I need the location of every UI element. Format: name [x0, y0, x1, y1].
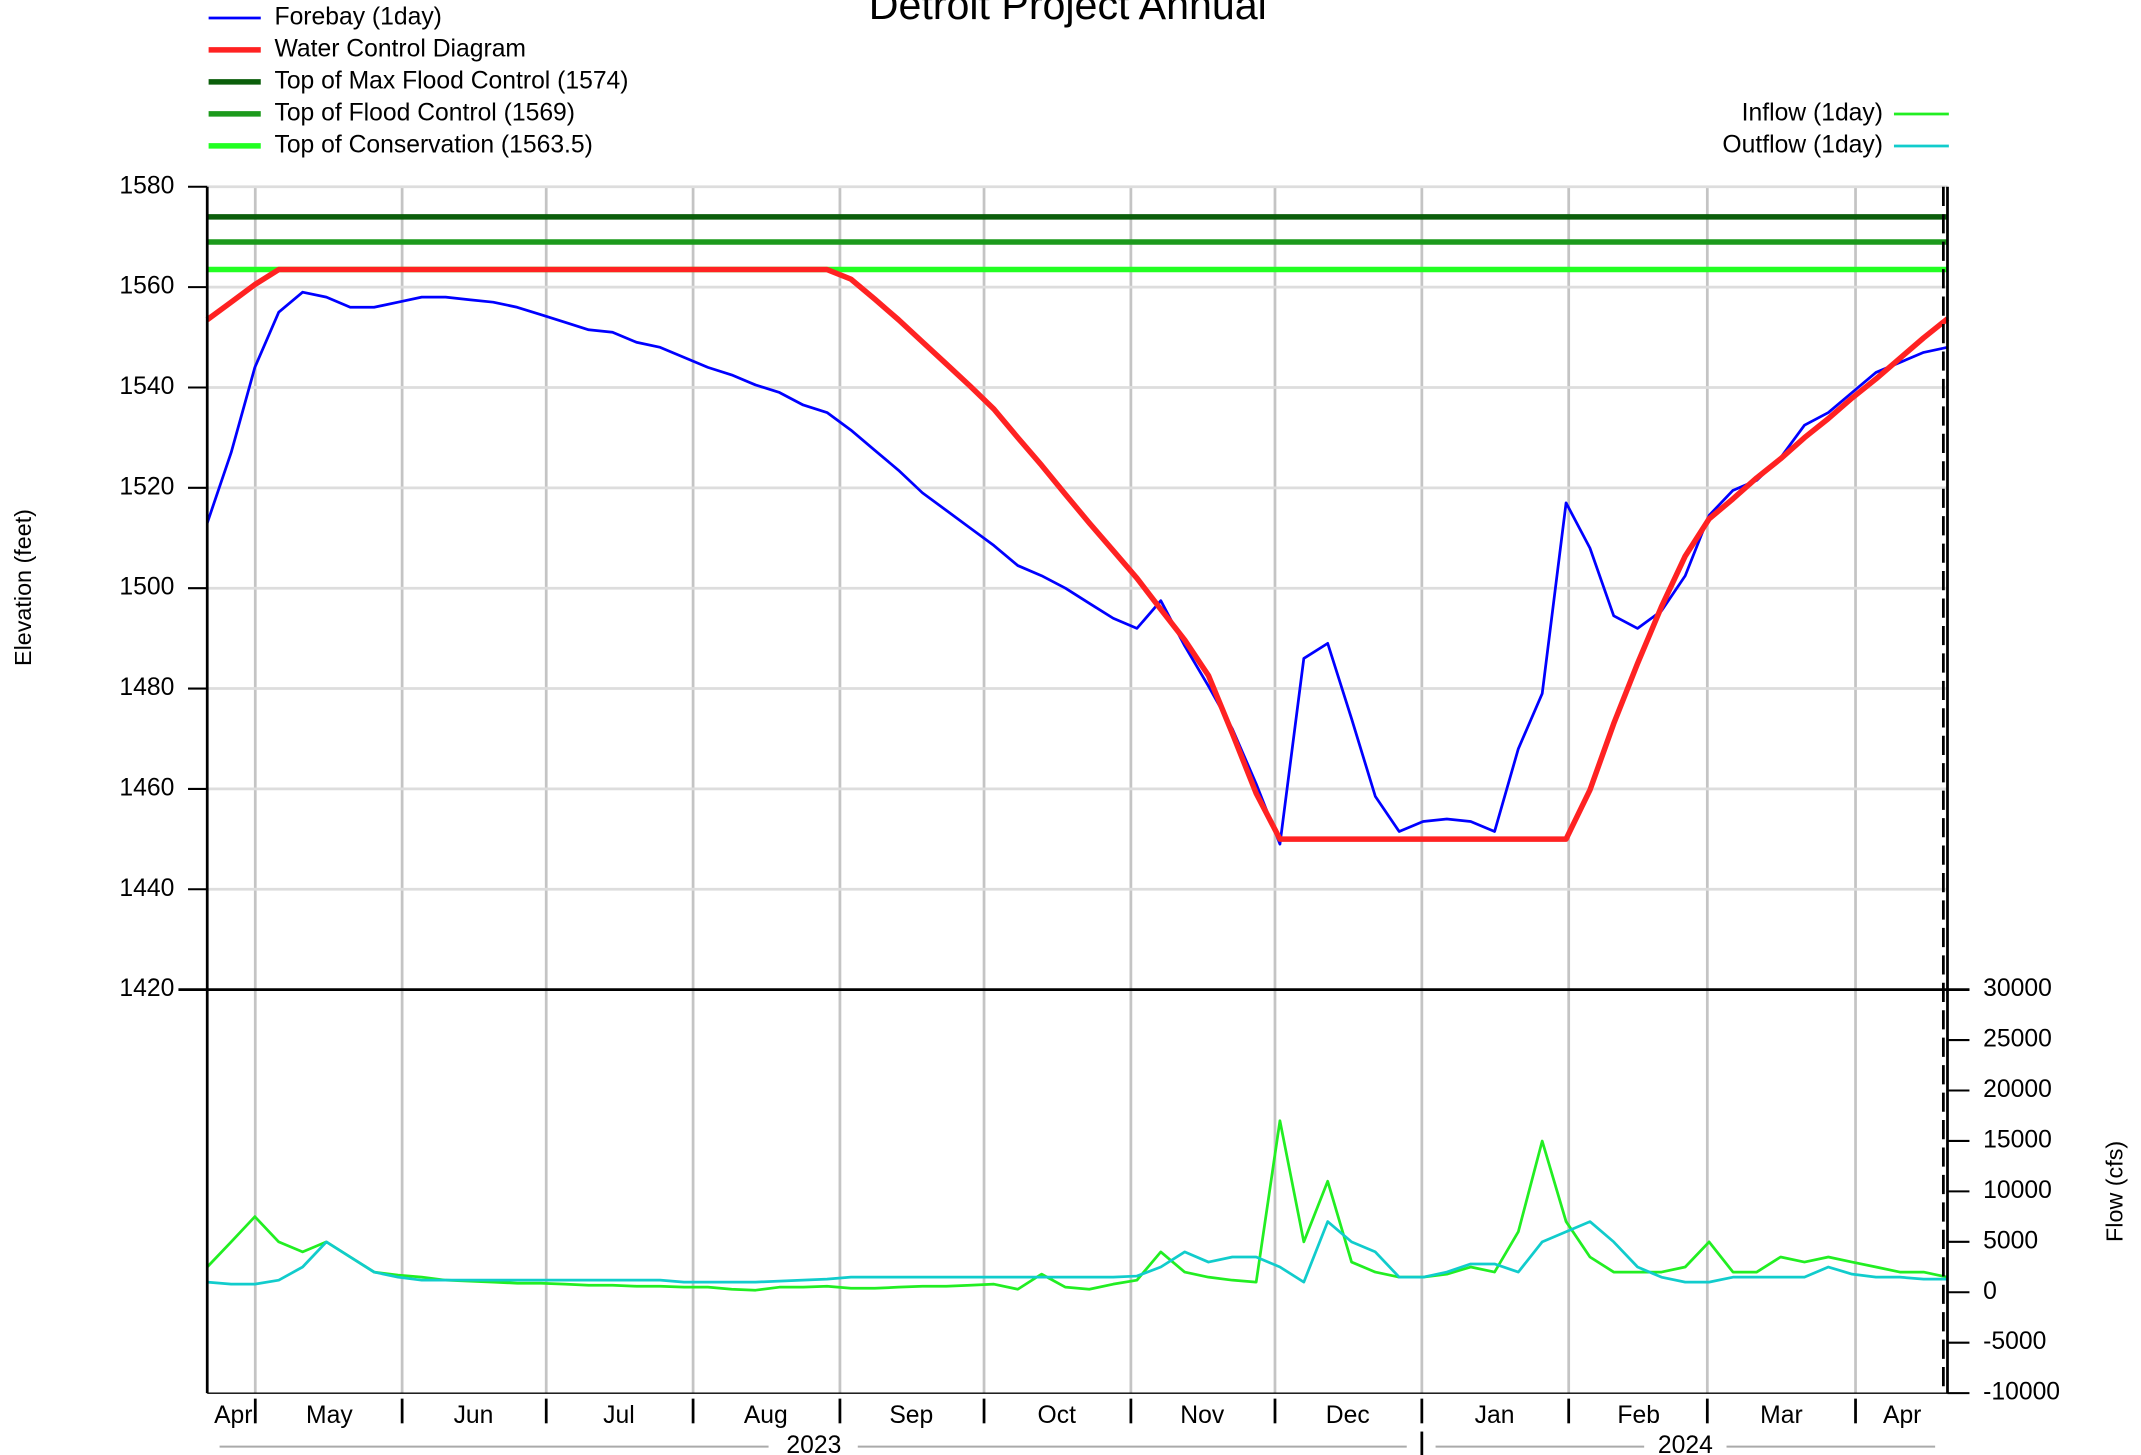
- y2-tick-label: 20000: [1983, 1076, 2052, 1103]
- x-tick-label: Jun: [454, 1402, 494, 1429]
- chart-title: Detroit Project Annual: [869, 0, 1267, 28]
- y2-tick-label: 5000: [1983, 1227, 2038, 1254]
- legend-label: Water Control Diagram: [274, 35, 526, 62]
- x-tick-label: Jul: [603, 1402, 635, 1429]
- x-tick-label: Apr: [1883, 1402, 1921, 1429]
- y2-tick-label: -10000: [1983, 1379, 2060, 1406]
- legend-label: Forebay (1day): [274, 3, 441, 30]
- y2-tick-label: 30000: [1983, 975, 2052, 1002]
- legend-label: Top of Flood Control (1569): [274, 99, 575, 126]
- x-tick-label: Jan: [1475, 1402, 1515, 1429]
- x-tick-label: Aug: [744, 1402, 788, 1429]
- legend-label: Top of Conservation (1563.5): [274, 131, 592, 158]
- x-tick-label: Feb: [1617, 1402, 1660, 1429]
- y-tick-label: 1480: [119, 674, 174, 701]
- y-tick-label: 1520: [119, 473, 174, 500]
- x-tick-label: Mar: [1760, 1402, 1803, 1429]
- y-tick-label: 1460: [119, 774, 174, 801]
- y2-tick-label: -5000: [1983, 1328, 2046, 1355]
- legend-label: Inflow (1day): [1742, 100, 1883, 127]
- y-axis-label: Elevation (feet): [10, 509, 36, 666]
- series-line: [205, 266, 1950, 842]
- y-tick-label: 1560: [119, 273, 174, 300]
- y-tick-label: 1540: [119, 373, 174, 400]
- x-tick-label: Apr: [214, 1402, 252, 1429]
- y-tick-label: 1440: [119, 875, 174, 902]
- series-line: [206, 1119, 1948, 1292]
- y2-tick-label: 10000: [1983, 1177, 2052, 1204]
- y2-tick-label: 25000: [1983, 1026, 2052, 1053]
- x-tick-label: Sep: [889, 1402, 933, 1429]
- series-line: [207, 1220, 1948, 1286]
- y2-axis-label: Flow (cfs): [2101, 1141, 2127, 1242]
- year-label: 2024: [1658, 1432, 1713, 1455]
- x-tick-label: Dec: [1326, 1402, 1370, 1429]
- year-label: 2023: [786, 1432, 841, 1455]
- x-tick-label: Nov: [1180, 1402, 1225, 1429]
- legend-label: Outflow (1day): [1722, 132, 1883, 159]
- y-tick-label: 1500: [119, 574, 174, 601]
- legend-label: Top of Max Flood Control (1574): [274, 67, 628, 94]
- x-tick-label: May: [306, 1402, 353, 1429]
- y-tick-label: 1420: [119, 975, 174, 1002]
- y2-tick-label: 15000: [1983, 1126, 2052, 1153]
- x-tick-label: Oct: [1038, 1402, 1077, 1429]
- y2-tick-label: 0: [1983, 1278, 1997, 1305]
- y-tick-label: 1580: [119, 172, 174, 199]
